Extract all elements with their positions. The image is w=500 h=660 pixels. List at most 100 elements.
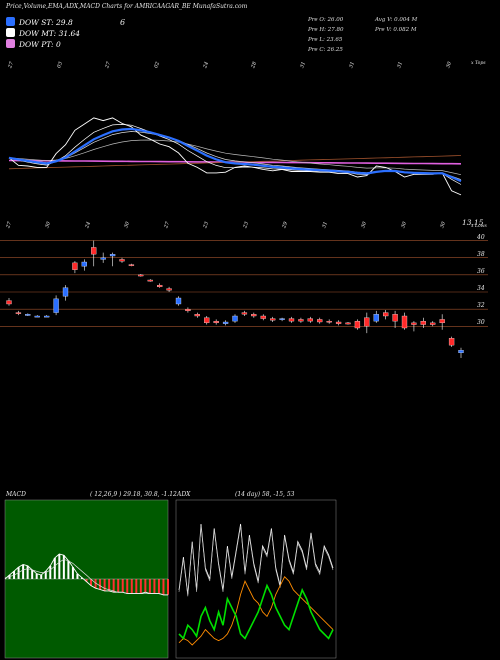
candle-body — [53, 298, 59, 313]
candle-body — [34, 315, 40, 318]
candle — [232, 314, 238, 323]
candle-body — [175, 297, 182, 305]
candle-body — [44, 315, 50, 318]
candle-body — [270, 318, 276, 321]
candle — [448, 336, 455, 347]
candle — [288, 316, 295, 323]
candle-body — [72, 262, 78, 270]
candle — [298, 317, 304, 323]
lows-label: x Lows — [471, 224, 487, 229]
top-number: 6 — [120, 18, 126, 27]
candle — [15, 310, 22, 316]
candle — [373, 310, 379, 323]
candle-body — [288, 318, 295, 322]
adx-background — [175, 499, 337, 659]
candle — [307, 316, 313, 323]
candle — [383, 310, 389, 320]
candle — [270, 316, 276, 322]
candle-body — [157, 284, 163, 288]
candle-body — [458, 350, 464, 354]
candle-body — [420, 320, 426, 325]
candle-body — [15, 312, 22, 314]
candle — [251, 312, 257, 318]
candle — [53, 295, 59, 316]
candle-body — [364, 317, 370, 327]
candle-body — [335, 321, 342, 324]
legend-label: DOW MT: 31.64 — [19, 29, 81, 38]
candle — [420, 317, 426, 328]
ema-line — [8, 139, 462, 176]
candle-body — [232, 315, 238, 322]
candle — [326, 319, 332, 324]
dow-st-line — [8, 127, 462, 183]
candle-body — [317, 319, 323, 323]
legend-swatch — [6, 39, 15, 48]
price-tick-label: 34 — [477, 285, 485, 292]
candle-body — [185, 308, 191, 312]
candle — [6, 298, 12, 306]
price-tick-label: 40 — [477, 233, 485, 241]
candle-body — [373, 314, 379, 322]
candle — [401, 312, 408, 330]
candle — [147, 279, 153, 282]
candle-body — [260, 315, 266, 319]
candle-body — [119, 259, 125, 262]
candle — [157, 283, 163, 288]
candle-body — [354, 320, 361, 329]
candle — [138, 274, 144, 277]
price-tick-label: 38 — [477, 250, 485, 258]
macd-panel — [4, 499, 169, 659]
candle-body — [213, 320, 219, 324]
candle-body — [307, 318, 313, 322]
candle-body — [194, 314, 200, 317]
candle-body — [91, 247, 97, 255]
candle-body — [109, 254, 116, 257]
candle — [194, 312, 200, 318]
candle-body — [222, 321, 229, 324]
macd-params: ( 12,26,9 ) 29.18, 30.8, -1.12 — [90, 491, 177, 498]
stat-pre-open: Pre O: 26.00 — [308, 17, 344, 23]
candle-body — [448, 338, 455, 346]
legend-swatch — [6, 17, 15, 26]
candle — [241, 310, 248, 316]
candlestick-series — [6, 240, 464, 358]
stat-avg-volume: Avg V: 0.004 M — [375, 17, 418, 23]
candle — [430, 321, 436, 327]
candle-body — [392, 314, 398, 322]
candle-body — [439, 319, 445, 324]
candle-body — [411, 322, 417, 325]
candle-body — [345, 322, 351, 325]
candle — [213, 319, 219, 325]
candle — [128, 263, 135, 267]
ema-lines-panel — [8, 117, 462, 196]
candle-body — [204, 317, 210, 324]
adx-plus-di-shadow — [178, 525, 334, 597]
chart-title: Price,Volume,EMA,ADX,MACD Charts for AMR… — [6, 3, 248, 10]
candle — [72, 261, 78, 274]
candle — [185, 307, 191, 313]
candle-body — [383, 312, 389, 317]
candle — [100, 252, 106, 263]
stat-pre-close: Pre C: 26.25 — [308, 47, 343, 53]
candle-body — [100, 257, 106, 260]
candle — [119, 257, 125, 263]
candle-body — [298, 319, 304, 322]
candle — [364, 312, 370, 334]
legend-item: DOW PT: 0 — [6, 39, 61, 49]
adx-panel — [175, 499, 337, 659]
candle-body — [25, 314, 31, 316]
candle-body — [81, 261, 87, 267]
stat-pre-low: Pre L: 23.65 — [308, 37, 343, 43]
candle — [411, 321, 417, 332]
legend-label: DOW ST: 29.8 — [19, 18, 73, 27]
candle — [279, 317, 285, 322]
stat-pre-volume: Pre V: 0.082 M — [375, 27, 417, 33]
legend-swatch — [6, 28, 15, 37]
candle-body — [251, 314, 257, 317]
candle — [109, 252, 116, 267]
tops-label: x Tops — [471, 61, 486, 66]
candle — [345, 322, 351, 325]
candle — [25, 313, 31, 316]
price-tick-label: 30 — [477, 319, 485, 327]
